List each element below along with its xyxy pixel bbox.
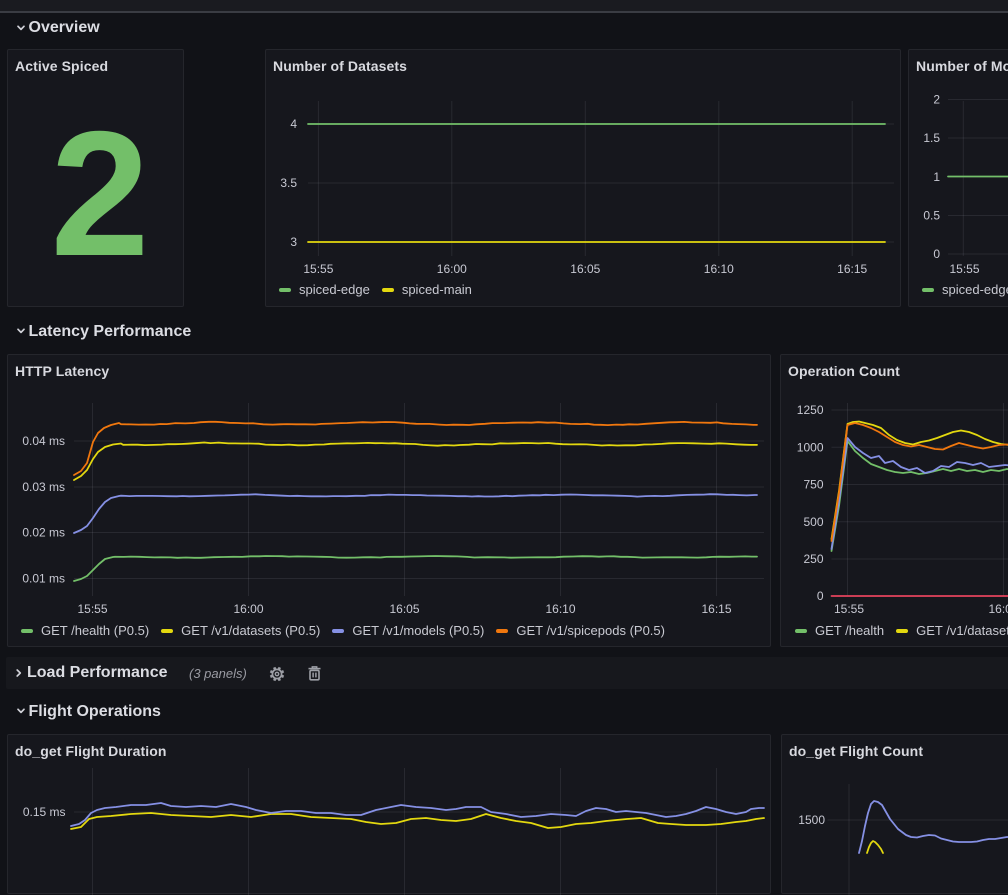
svg-text:15:55: 15:55: [834, 602, 864, 616]
svg-text:1000: 1000: [797, 440, 824, 454]
svg-text:3.5: 3.5: [280, 176, 297, 190]
svg-text:0.15 ms: 0.15 ms: [23, 805, 66, 819]
svg-text:3: 3: [290, 235, 297, 249]
svg-text:2: 2: [933, 93, 940, 107]
svg-text:0.04 ms: 0.04 ms: [22, 434, 65, 448]
svg-text:4: 4: [290, 117, 297, 131]
svg-text:16:15: 16:15: [837, 262, 867, 276]
svg-text:1250: 1250: [797, 403, 824, 417]
svg-text:0.03 ms: 0.03 ms: [22, 480, 65, 494]
svg-text:0.01 ms: 0.01 ms: [22, 572, 65, 586]
svg-text:0: 0: [817, 589, 824, 603]
svg-text:16:10: 16:10: [545, 602, 575, 616]
svg-text:16:00: 16:00: [437, 262, 467, 276]
svg-text:1500: 1500: [798, 813, 825, 827]
svg-text:1.5: 1.5: [923, 131, 940, 145]
svg-text:16:05: 16:05: [389, 602, 419, 616]
svg-text:15:55: 15:55: [949, 262, 979, 276]
svg-text:15:55: 15:55: [303, 262, 333, 276]
svg-text:1: 1: [933, 170, 940, 184]
svg-text:250: 250: [803, 552, 823, 566]
svg-text:750: 750: [803, 478, 823, 492]
svg-text:15:55: 15:55: [77, 602, 107, 616]
svg-text:0.5: 0.5: [923, 209, 940, 223]
svg-text:500: 500: [803, 515, 823, 529]
svg-text:16:15: 16:15: [701, 602, 731, 616]
svg-text:16:00: 16:00: [233, 602, 263, 616]
svg-text:0.02 ms: 0.02 ms: [22, 526, 65, 540]
svg-text:16:00: 16:00: [988, 602, 1008, 616]
svg-text:0: 0: [933, 247, 940, 261]
svg-text:16:10: 16:10: [704, 262, 734, 276]
svg-text:16:05: 16:05: [570, 262, 600, 276]
